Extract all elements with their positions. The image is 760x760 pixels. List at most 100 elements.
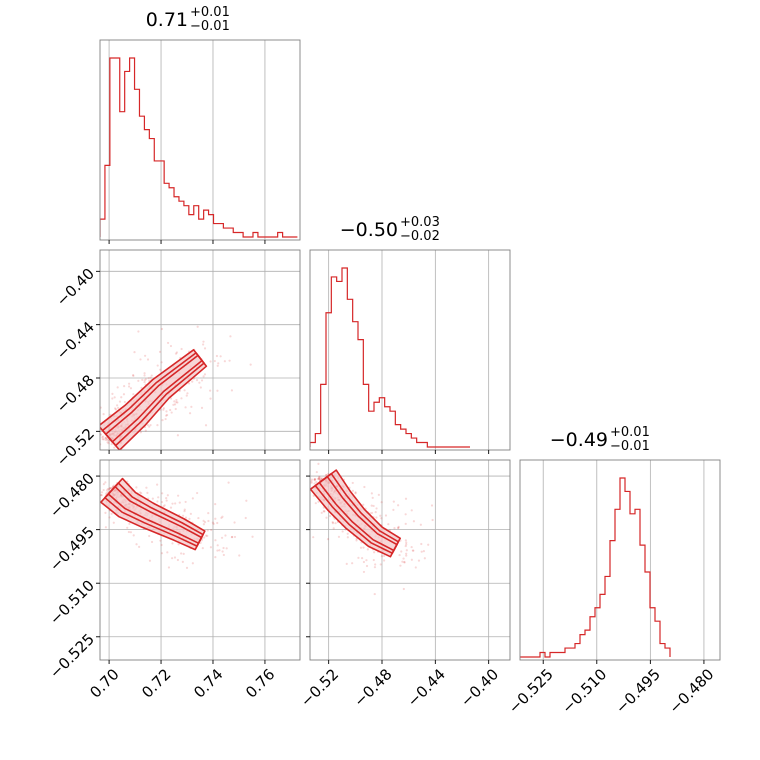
y-tick-label: −0.510 <box>46 576 98 628</box>
sample-point <box>312 494 315 497</box>
sample-point <box>351 481 354 485</box>
x-tick-label: −0.48 <box>350 665 395 710</box>
sample-point <box>199 386 202 389</box>
sample-point <box>427 543 430 546</box>
sample-point <box>200 539 203 542</box>
sample-point <box>405 554 408 557</box>
y-tick-label: −0.480 <box>46 469 98 521</box>
panel-content <box>100 57 298 238</box>
sample-point <box>420 550 423 553</box>
sample-point <box>355 539 358 542</box>
sample-point <box>140 492 143 495</box>
sample-point <box>98 492 100 494</box>
sample-point <box>206 529 209 532</box>
sample-point <box>127 530 130 534</box>
sample-point <box>167 566 171 569</box>
sample-point <box>169 397 173 400</box>
sample-point <box>197 516 200 520</box>
sample-point <box>304 504 306 506</box>
panel-frame <box>309 249 511 451</box>
sample-point <box>216 521 219 525</box>
sample-point <box>202 523 205 526</box>
sample-point <box>404 497 408 500</box>
sample-point <box>331 521 334 524</box>
sample-point <box>370 504 373 507</box>
sample-point <box>203 347 207 350</box>
contour-level-3 <box>105 354 203 443</box>
sample-point <box>158 350 162 353</box>
sample-point <box>402 587 405 591</box>
sample-point <box>129 531 132 534</box>
sample-point <box>196 491 199 495</box>
sample-point <box>164 417 167 421</box>
sample-point <box>214 517 217 520</box>
sample-point <box>113 407 117 410</box>
sample-point <box>165 499 168 502</box>
sample-point <box>317 500 320 503</box>
sample-point <box>214 503 217 506</box>
sample-point <box>363 485 366 489</box>
histogram-panel-0 <box>99 39 301 244</box>
sample-point <box>175 351 179 354</box>
sample-point <box>117 406 120 409</box>
sample-point <box>399 564 402 567</box>
sample-point <box>149 423 152 427</box>
panel-content <box>310 267 470 448</box>
x-tick-label: −0.525 <box>505 665 557 717</box>
sample-point <box>176 434 179 437</box>
sample-point <box>325 473 328 477</box>
sample-point <box>141 378 144 381</box>
sample-point <box>404 513 407 516</box>
sample-point <box>412 549 415 552</box>
x-tick-label: −0.52 <box>297 665 342 710</box>
sample-point <box>419 523 422 526</box>
sample-point <box>111 392 114 395</box>
sample-point <box>100 433 102 436</box>
sample-point <box>214 556 217 559</box>
sample-point <box>195 379 199 382</box>
pair-panel-0-2 <box>96 459 301 664</box>
sample-point <box>102 438 105 441</box>
sample-point <box>116 386 119 389</box>
histogram-panel-1 <box>309 249 511 454</box>
sample-point <box>404 522 407 525</box>
sample-point <box>362 560 366 564</box>
sample-point <box>402 557 405 560</box>
panel-content <box>304 462 434 596</box>
sample-point <box>105 489 109 492</box>
sample-point <box>104 481 107 484</box>
pair-panel-1-2 <box>304 459 511 664</box>
sample-point <box>100 493 103 497</box>
sample-point <box>150 374 153 377</box>
sample-point <box>188 412 192 415</box>
sample-point <box>325 473 328 477</box>
sample-point <box>132 393 135 396</box>
sample-point <box>100 494 103 497</box>
sample-point <box>217 362 220 365</box>
sample-point <box>145 486 148 489</box>
sample-point <box>405 549 408 552</box>
contour-level-3 <box>107 485 203 544</box>
sample-point <box>161 419 164 422</box>
sample-point <box>97 408 99 410</box>
sample-point <box>317 462 320 465</box>
sample-point <box>177 494 180 497</box>
sample-point <box>244 516 247 520</box>
sample-point <box>317 477 321 480</box>
sample-point <box>328 514 332 518</box>
sample-point <box>404 544 407 548</box>
sample-point <box>143 381 146 384</box>
sample-point <box>357 556 360 559</box>
sample-point <box>362 503 365 506</box>
sample-point <box>114 408 118 411</box>
sample-point <box>212 522 215 525</box>
sample-point <box>173 556 177 559</box>
sample-point <box>397 526 400 529</box>
sample-point <box>354 491 357 494</box>
sample-point <box>410 558 413 561</box>
sample-point <box>206 534 209 537</box>
sample-point <box>106 438 109 442</box>
title-minus-1: −0.02 <box>400 229 440 244</box>
sample-point <box>218 549 221 552</box>
sample-point <box>410 509 413 512</box>
